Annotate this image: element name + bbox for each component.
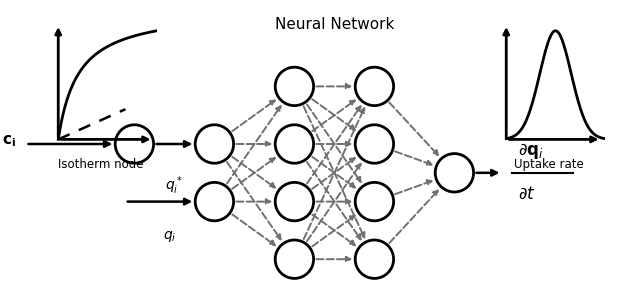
Ellipse shape — [275, 125, 314, 163]
Ellipse shape — [355, 125, 394, 163]
Ellipse shape — [275, 67, 314, 106]
Ellipse shape — [275, 240, 314, 278]
Text: $\mathbf{c_i}$: $\mathbf{c_i}$ — [2, 133, 16, 149]
Ellipse shape — [195, 182, 234, 221]
Text: Uptake rate: Uptake rate — [514, 158, 584, 171]
Text: $q_i^*$: $q_i^*$ — [166, 175, 183, 197]
Ellipse shape — [355, 67, 394, 106]
Text: $q_i$: $q_i$ — [163, 230, 177, 245]
Text: $\partial \mathbf{q}_i$: $\partial \mathbf{q}_i$ — [518, 141, 544, 161]
Ellipse shape — [355, 240, 394, 278]
Text: Isotherm node: Isotherm node — [58, 158, 143, 171]
Ellipse shape — [355, 182, 394, 221]
Ellipse shape — [275, 182, 314, 221]
Text: $\partial t$: $\partial t$ — [518, 185, 536, 203]
Ellipse shape — [435, 154, 474, 192]
Text: Neural Network: Neural Network — [275, 17, 394, 32]
Ellipse shape — [115, 125, 154, 163]
Ellipse shape — [195, 125, 234, 163]
